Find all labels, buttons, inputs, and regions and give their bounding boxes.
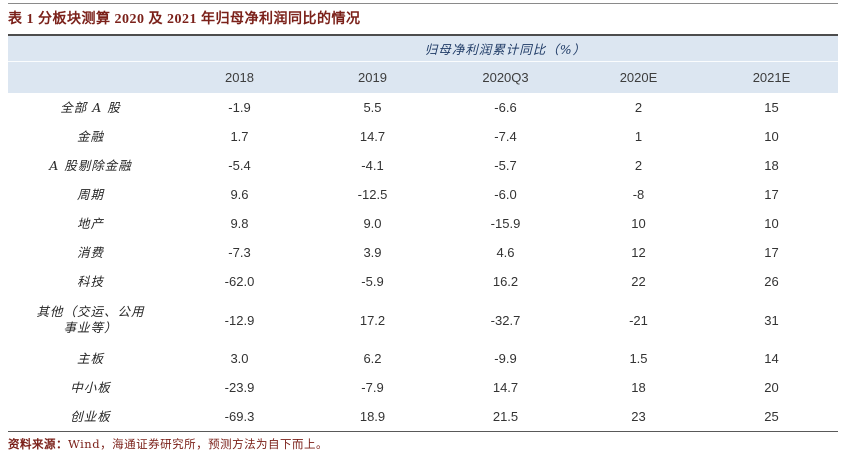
row-value: -12.5: [357, 187, 388, 202]
row-value: -15.9: [490, 216, 521, 231]
table-row: 其他（交运、公用事业等） -12.9 17.2 -32.7 -21 31: [8, 296, 838, 344]
table-header: 归母净利润累计同比（%） 2018 2019 2020Q3 2020E 2021…: [8, 36, 838, 93]
group-header-cell: 归母净利润累计同比（%）: [173, 36, 838, 62]
row-value: 17: [764, 245, 779, 260]
row-label: 全部 A 股: [60, 99, 121, 115]
row-value: -6.0: [494, 187, 517, 202]
row-value: 5.5: [363, 100, 382, 115]
table-row: 全部 A 股 -1.9 5.5 -6.6 2 15: [8, 93, 838, 122]
table-row: 创业板 -69.3 18.9 21.5 23 25: [8, 402, 838, 431]
column-header-2019: 2019: [306, 61, 439, 93]
row-value: 14: [764, 351, 779, 366]
row-value: -69.3: [224, 409, 255, 424]
column-header-2021e: 2021E: [705, 61, 838, 93]
row-label: 消费: [76, 244, 104, 260]
column-header-2020q3: 2020Q3: [439, 61, 572, 93]
row-value: 9.6: [230, 187, 249, 202]
row-value: -7.4: [494, 129, 517, 144]
row-value: 18: [764, 158, 779, 173]
row-value: 10: [764, 216, 779, 231]
row-value: -8: [632, 187, 645, 202]
row-value: 9.0: [363, 216, 382, 231]
row-label: 主板: [76, 350, 104, 366]
row-value: 17.2: [359, 312, 386, 328]
row-label: 中小板: [70, 379, 111, 395]
row-value: -23.9: [224, 380, 255, 395]
row-value: 10: [764, 129, 779, 144]
table-row: 周期 9.6 -12.5 -6.0 -8 17: [8, 180, 838, 209]
row-label: 创业板: [70, 408, 111, 424]
table-row: A 股剔除金融 -5.4 -4.1 -5.7 2 18: [8, 151, 838, 180]
row-value: -5.7: [494, 158, 517, 173]
row-label: 地产: [76, 215, 104, 231]
row-value: -5.9: [361, 274, 384, 289]
row-value: 10: [631, 216, 646, 231]
row-label: 其他（交运、公用事业等）: [36, 304, 145, 335]
row-value: 20: [764, 380, 779, 395]
row-value: 2: [634, 158, 643, 173]
row-value: 1: [634, 129, 643, 144]
header-corner-cell: [8, 36, 173, 62]
row-value: 14.7: [492, 380, 519, 395]
row-value: 12: [631, 245, 646, 260]
table-row: 中小板 -23.9 -7.9 14.7 18 20: [8, 373, 838, 402]
row-label: A 股剔除金融: [49, 157, 132, 173]
source-note: 资料来源：Wind，海通证券研究所，预测方法为自下而上。: [8, 432, 838, 452]
header-label-cell: [8, 61, 173, 93]
row-value: 22: [631, 274, 646, 289]
table-body: 全部 A 股 -1.9 5.5 -6.6 2 15 金融 1.7 14.7 -7.4 1 10 A 股剔…: [8, 93, 838, 431]
row-value: 31: [764, 312, 779, 328]
row-value: 26: [764, 274, 779, 289]
row-value: 3.0: [230, 351, 249, 366]
row-value: -9.9: [494, 351, 517, 366]
row-value: -4.1: [361, 158, 384, 173]
table-row: 地产 9.8 9.0 -15.9 10 10: [8, 209, 838, 238]
row-value: 15: [764, 100, 779, 115]
row-value: -5.4: [228, 158, 251, 173]
source-text: Wind，海通证券研究所，预测方法为自下而上。: [68, 437, 329, 451]
row-value: 9.8: [230, 216, 249, 231]
row-value: 23: [631, 409, 646, 424]
row-value: 6.2: [363, 351, 382, 366]
row-value: 25: [764, 409, 779, 424]
table-row: 金融 1.7 14.7 -7.4 1 10: [8, 122, 838, 151]
row-label: 科技: [76, 273, 104, 289]
column-header-2020e: 2020E: [572, 61, 705, 93]
row-value: 2: [634, 100, 643, 115]
row-value: 1.5: [629, 351, 648, 366]
row-value: 21.5: [492, 409, 519, 424]
profit-growth-table: 归母净利润累计同比（%） 2018 2019 2020Q3 2020E 2021…: [8, 36, 838, 431]
footer-rule: [8, 431, 838, 432]
table-title: 表 1 分板块测算 2020 及 2021 年归母净利润同比的情况: [8, 12, 361, 27]
row-value: 4.6: [496, 245, 515, 260]
row-value: -7.3: [228, 245, 251, 260]
row-value: 3.9: [363, 245, 382, 260]
row-label: 周期: [76, 186, 104, 202]
row-value: 18: [631, 380, 646, 395]
row-value: -1.9: [228, 100, 251, 115]
row-value: 1.7: [230, 129, 249, 144]
row-label: 金融: [76, 128, 104, 144]
source-label: 资料来源：: [8, 437, 68, 451]
row-value: -21: [629, 312, 648, 328]
row-value: 18.9: [359, 409, 386, 424]
table-row: 科技 -62.0 -5.9 16.2 22 26: [8, 267, 838, 296]
row-value: -12.9: [224, 312, 255, 328]
row-value: 16.2: [492, 274, 519, 289]
table-row: 主板 3.0 6.2 -9.9 1.5 14: [8, 344, 838, 373]
row-value: -6.6: [494, 100, 517, 115]
row-value: -7.9: [361, 380, 384, 395]
title-divider-rule: [8, 34, 838, 36]
column-header-2018: 2018: [173, 61, 306, 93]
row-value: 14.7: [359, 129, 386, 144]
top-rule: [8, 3, 838, 4]
table-row: 消费 -7.3 3.9 4.6 12 17: [8, 238, 838, 267]
row-value: 17: [764, 187, 779, 202]
row-value: -62.0: [224, 274, 255, 289]
row-value: -32.7: [490, 312, 521, 328]
